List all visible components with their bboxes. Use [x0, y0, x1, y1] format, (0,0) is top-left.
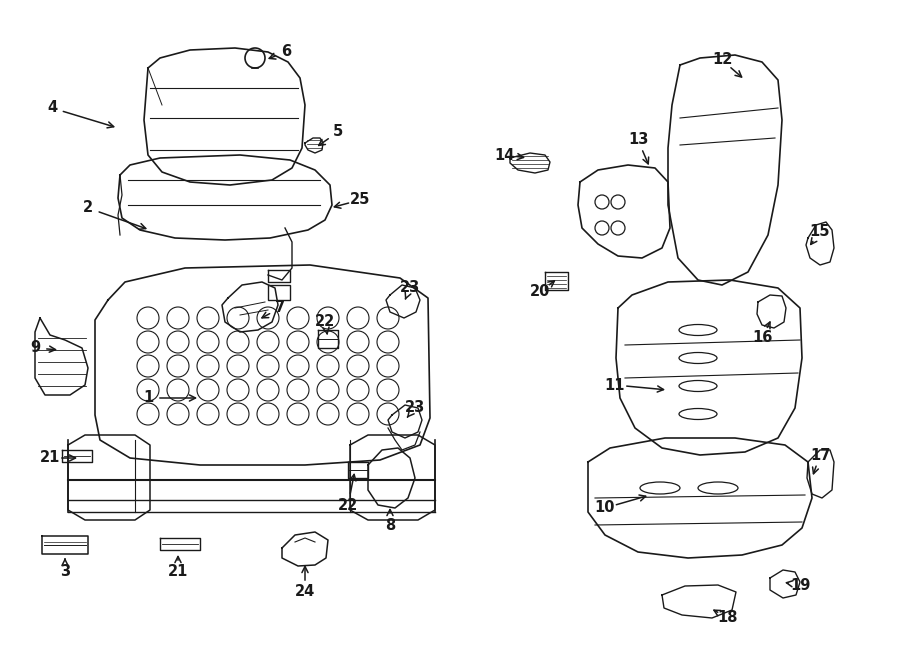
Text: 1: 1: [143, 391, 153, 405]
Polygon shape: [160, 538, 200, 550]
Polygon shape: [578, 165, 670, 258]
Polygon shape: [222, 282, 278, 332]
Text: 4: 4: [47, 100, 57, 116]
Text: 11: 11: [605, 377, 626, 393]
Ellipse shape: [698, 482, 738, 494]
Text: 16: 16: [752, 330, 772, 346]
Polygon shape: [388, 405, 422, 438]
Polygon shape: [144, 48, 305, 185]
Text: 3: 3: [60, 564, 70, 580]
Text: 22: 22: [338, 498, 358, 512]
Text: 2: 2: [83, 200, 93, 215]
Bar: [268, 285, 290, 300]
Polygon shape: [62, 450, 92, 462]
Polygon shape: [662, 585, 736, 618]
Text: 25: 25: [350, 192, 370, 208]
Polygon shape: [386, 285, 420, 318]
Text: 6: 6: [281, 44, 291, 59]
Text: 21: 21: [40, 451, 60, 465]
Text: 20: 20: [530, 284, 550, 299]
Ellipse shape: [679, 352, 717, 364]
Text: 22: 22: [315, 315, 335, 329]
Ellipse shape: [679, 381, 717, 391]
Text: 18: 18: [718, 611, 738, 625]
Text: 14: 14: [495, 147, 515, 163]
Polygon shape: [305, 138, 323, 153]
Text: 7: 7: [274, 301, 285, 315]
Text: 9: 9: [30, 340, 40, 356]
Polygon shape: [350, 435, 435, 520]
Polygon shape: [757, 295, 786, 328]
Polygon shape: [510, 153, 550, 173]
Text: 23: 23: [405, 401, 425, 416]
Polygon shape: [118, 155, 332, 240]
Text: 5: 5: [333, 124, 343, 139]
Polygon shape: [770, 570, 800, 598]
Polygon shape: [807, 450, 834, 498]
Polygon shape: [42, 536, 88, 554]
Text: 17: 17: [810, 447, 830, 463]
Text: 21: 21: [167, 564, 188, 580]
Polygon shape: [95, 265, 430, 465]
Text: 24: 24: [295, 584, 315, 600]
Text: 19: 19: [790, 578, 810, 592]
Ellipse shape: [679, 408, 717, 420]
Polygon shape: [68, 435, 150, 520]
Text: 23: 23: [400, 280, 420, 295]
Text: 13: 13: [628, 132, 648, 147]
Polygon shape: [616, 280, 802, 455]
Ellipse shape: [679, 325, 717, 336]
Polygon shape: [668, 55, 782, 285]
Polygon shape: [368, 448, 415, 508]
Polygon shape: [268, 270, 290, 282]
Text: 8: 8: [385, 518, 395, 533]
Polygon shape: [35, 318, 88, 395]
Ellipse shape: [640, 482, 680, 494]
Polygon shape: [806, 222, 834, 265]
Polygon shape: [545, 272, 568, 290]
Polygon shape: [348, 462, 368, 478]
Text: 10: 10: [595, 500, 616, 516]
Text: 15: 15: [810, 225, 830, 239]
Polygon shape: [282, 532, 328, 566]
Text: 12: 12: [712, 52, 733, 67]
Polygon shape: [588, 438, 812, 558]
Polygon shape: [318, 330, 338, 348]
